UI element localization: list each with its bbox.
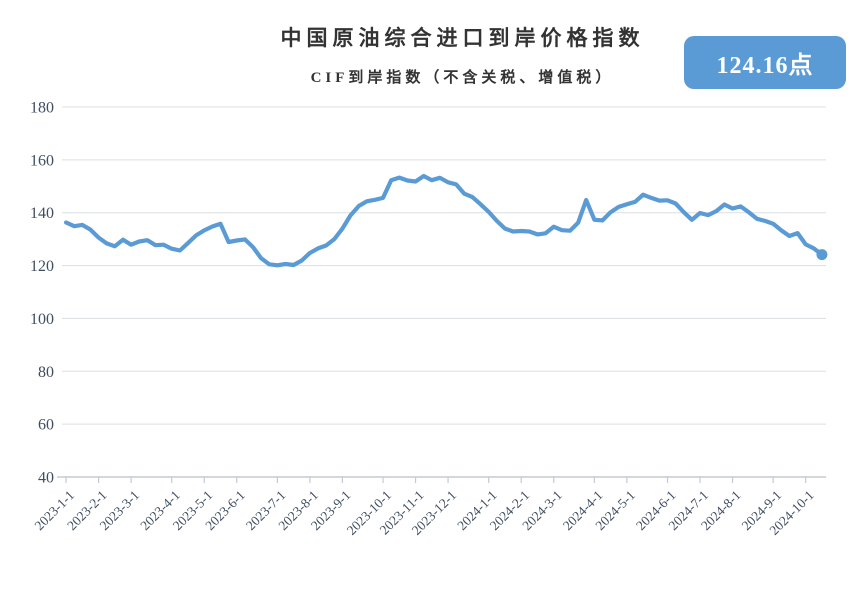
chart-header: 中国原油综合进口到岸价格指数 CIF到岸指数（不含关税、增值税）: [70, 0, 855, 87]
chart-subtitle: CIF到岸指数（不含关税、增值税）: [310, 70, 615, 86]
y-axis-label: 80: [38, 364, 54, 381]
y-axis-label: 40: [38, 470, 54, 487]
price-line: [63, 173, 824, 268]
chart-title: 中国原油综合进口到岸价格指数: [280, 26, 645, 50]
y-axis-label: 100: [30, 311, 54, 328]
y-axis-label: 160: [30, 152, 54, 169]
last-point-marker: [816, 249, 828, 261]
y-axis-label: 120: [30, 258, 54, 275]
y-axis-label: 140: [30, 205, 54, 222]
y-axis-label: 60: [38, 417, 54, 434]
latest-value-badge: 124.16点: [684, 36, 846, 89]
y-axis-label: 180: [30, 100, 54, 117]
